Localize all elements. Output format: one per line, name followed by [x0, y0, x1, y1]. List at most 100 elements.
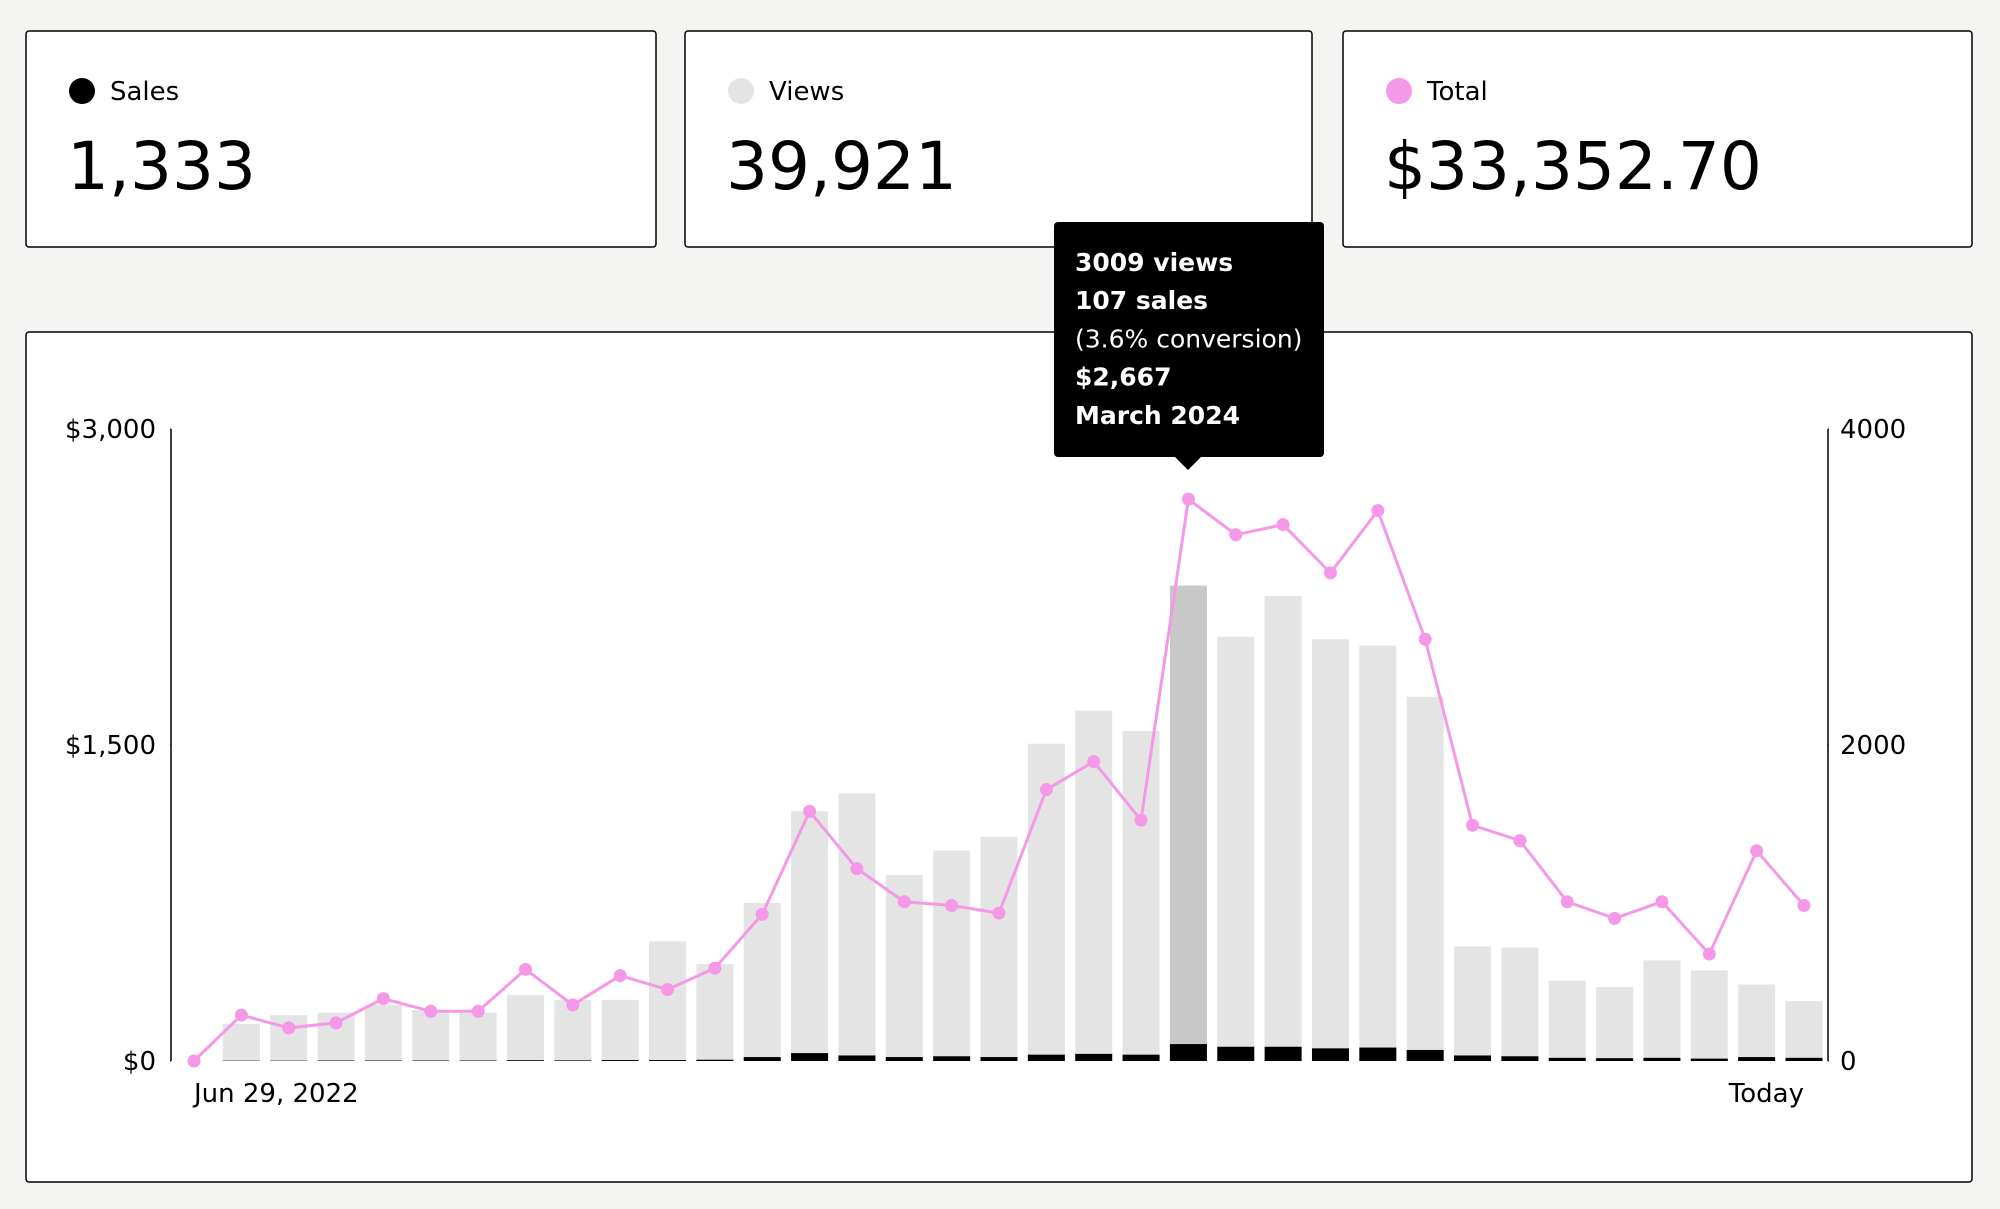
legend-dot: [728, 78, 754, 104]
line-point: [1418, 632, 1432, 646]
bar: [1406, 1049, 1444, 1061]
bar: [1027, 1054, 1065, 1061]
bar: [1738, 1057, 1776, 1061]
bar: [1075, 1053, 1113, 1061]
bar: [1785, 1057, 1823, 1061]
bar: [1454, 946, 1492, 1061]
tooltip-line: 3009 views: [1075, 248, 1233, 277]
tooltip-arrow: [1174, 456, 1202, 470]
stat-value: 1,333: [67, 128, 256, 205]
stat-card: [25, 30, 657, 248]
bar: [980, 1057, 1018, 1061]
bar: [1596, 1058, 1634, 1061]
bar: [1548, 1057, 1586, 1061]
line-point: [424, 1004, 438, 1018]
bar: [1122, 1054, 1160, 1061]
stat-value: $33,352.70: [1384, 128, 1762, 205]
bar: [1643, 1057, 1681, 1061]
line-point: [613, 969, 627, 983]
line-point: [1560, 895, 1574, 909]
bar: [1217, 636, 1255, 1061]
line-point: [897, 895, 911, 909]
line-point: [1797, 899, 1811, 913]
tooltip-line: 107 sales: [1075, 286, 1208, 315]
bar: [743, 903, 781, 1061]
bar: [1264, 1046, 1302, 1061]
line-point: [376, 992, 390, 1006]
bar: [601, 1060, 639, 1061]
bar: [791, 1053, 829, 1061]
y-tick-label: $0: [123, 1047, 156, 1077]
y-tick-label: $1,500: [65, 731, 156, 761]
tooltip-line: March 2024: [1075, 401, 1240, 430]
stat-card: [1342, 30, 1973, 248]
bar: [222, 1024, 260, 1061]
line-point: [803, 804, 817, 818]
line-point: [1750, 844, 1764, 858]
bar: [506, 1060, 544, 1061]
line-point: [850, 862, 864, 876]
bar: [1454, 1055, 1492, 1061]
bar: [1785, 1001, 1823, 1061]
bar: [933, 1056, 971, 1061]
legend-label: Total: [1426, 77, 1488, 107]
bar: [649, 1060, 687, 1061]
bar: [1501, 1056, 1539, 1061]
bar: [364, 1004, 402, 1061]
bar: [838, 1055, 876, 1061]
bar: [885, 1057, 923, 1061]
stat-value: 39,921: [726, 128, 957, 205]
x-tick-label: Today: [1728, 1079, 1804, 1109]
y-tick-label: $3,000: [65, 415, 156, 445]
line-point: [992, 906, 1006, 920]
legend-label: Sales: [110, 77, 179, 107]
bar: [412, 1009, 450, 1061]
bar: [1690, 970, 1728, 1061]
y2-tick-label: 0: [1840, 1047, 1857, 1077]
bar: [1122, 730, 1160, 1061]
line-point: [1608, 911, 1622, 925]
line-point: [1513, 834, 1527, 848]
line-point: [518, 962, 532, 976]
line-point: [661, 983, 675, 997]
line-point: [329, 1016, 343, 1030]
bar: [554, 1060, 592, 1061]
line-point: [1371, 504, 1385, 518]
tooltip-line: (3.6% conversion): [1075, 324, 1302, 353]
bar: [649, 941, 687, 1061]
line-point: [1655, 895, 1669, 909]
bar: [980, 836, 1018, 1061]
bar: [1359, 1047, 1397, 1061]
legend-dot: [69, 78, 95, 104]
tooltip-box: [1054, 222, 1324, 457]
line-point: [282, 1021, 296, 1035]
line-point: [1134, 813, 1148, 827]
bar: [1169, 1044, 1207, 1061]
bar: [1217, 1046, 1255, 1061]
line-point: [1039, 783, 1053, 797]
line-point: [1466, 818, 1480, 832]
legend-dot: [1386, 78, 1412, 104]
line-point: [234, 1008, 248, 1022]
bar: [1311, 1048, 1349, 1061]
line-point: [708, 961, 722, 975]
bar: [1690, 1058, 1728, 1061]
bar: [696, 1059, 734, 1061]
bar: [1264, 595, 1302, 1061]
bar: [1643, 960, 1681, 1061]
tooltip-line: $2,667: [1075, 363, 1171, 392]
line-point: [1181, 492, 1195, 506]
y2-tick-label: 4000: [1840, 415, 1906, 445]
bar: [1359, 645, 1397, 1061]
line-point: [566, 998, 580, 1012]
legend-label: Views: [769, 77, 844, 107]
line-point: [1702, 947, 1716, 961]
line-point: [187, 1054, 201, 1068]
line-point: [1087, 755, 1101, 769]
bar: [1548, 980, 1586, 1061]
bar: [791, 811, 829, 1061]
line-point: [1229, 528, 1243, 542]
bar: [1501, 947, 1539, 1061]
